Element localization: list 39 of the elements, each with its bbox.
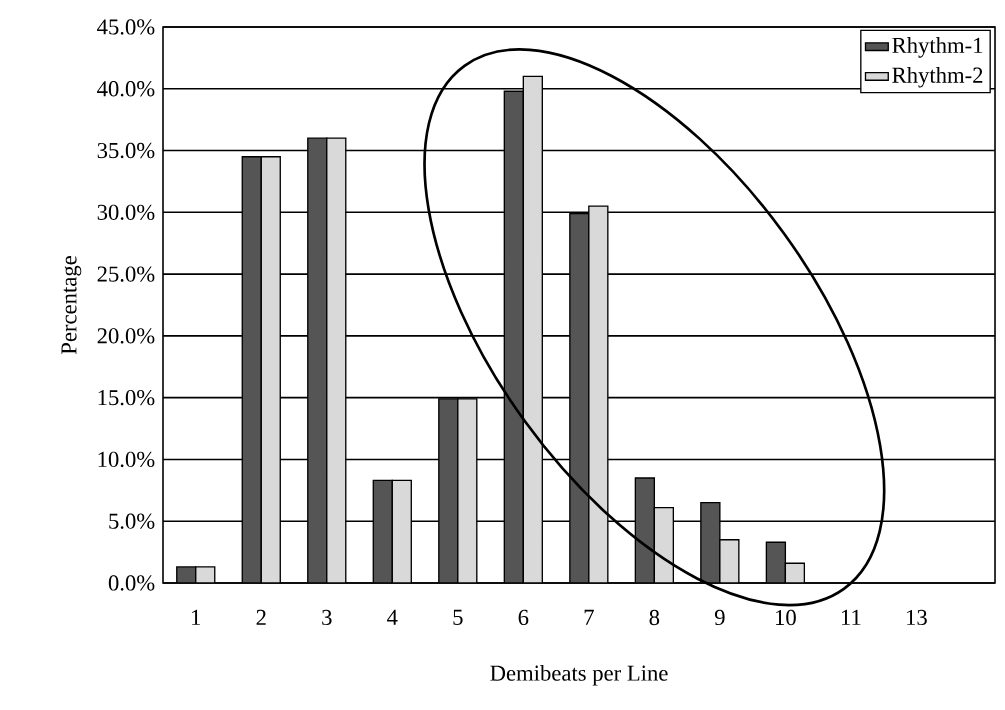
y-tick-label: 5.0% (109, 513, 155, 529)
y-tick-label: 10.0% (98, 451, 155, 468)
bar (241, 156, 262, 583)
y-tick-label: 15.0% (98, 389, 155, 406)
bar (260, 156, 281, 583)
x-tick-label: 9 (714, 609, 725, 626)
bar (307, 137, 328, 583)
legend-label: Rhythm-2 (892, 66, 983, 88)
x-axis-title: Demibeats per Line (490, 664, 668, 686)
x-tick-label: 7 (584, 609, 594, 625)
bar (522, 75, 543, 583)
x-tick-label: 2 (256, 609, 266, 625)
bar (438, 398, 459, 583)
bar (457, 398, 478, 583)
x-tick-label: 13 (907, 609, 927, 626)
y-tick-label: 20.0% (97, 328, 155, 344)
x-tick-label: 5 (453, 609, 463, 625)
bar (634, 477, 656, 583)
y-axis-title: Percentage (61, 256, 82, 355)
x-tick-label: 1 (192, 609, 201, 625)
x-tick-label: 3 (322, 609, 332, 626)
x-tick-label: 8 (649, 609, 660, 626)
bar (765, 541, 787, 583)
y-tick-label: 25.0% (97, 266, 155, 282)
x-tick-label: 10 (776, 609, 796, 626)
x-tick-label: 4 (387, 609, 398, 625)
y-tick-label: 35.0% (97, 142, 155, 159)
y-tick-label: 0.0% (108, 575, 155, 591)
legend-label: Rhythm-1 (892, 37, 983, 58)
x-tick-label: 11 (841, 609, 861, 625)
bar (503, 90, 524, 583)
x-tick-label: 6 (518, 609, 529, 626)
bar (372, 479, 393, 583)
bar (588, 205, 609, 583)
bar (391, 479, 412, 583)
y-tick-label: 30.0% (97, 204, 155, 221)
y-tick-label: 40.0% (97, 81, 155, 97)
bar (326, 137, 347, 583)
y-tick-label: 45.0% (97, 19, 155, 35)
